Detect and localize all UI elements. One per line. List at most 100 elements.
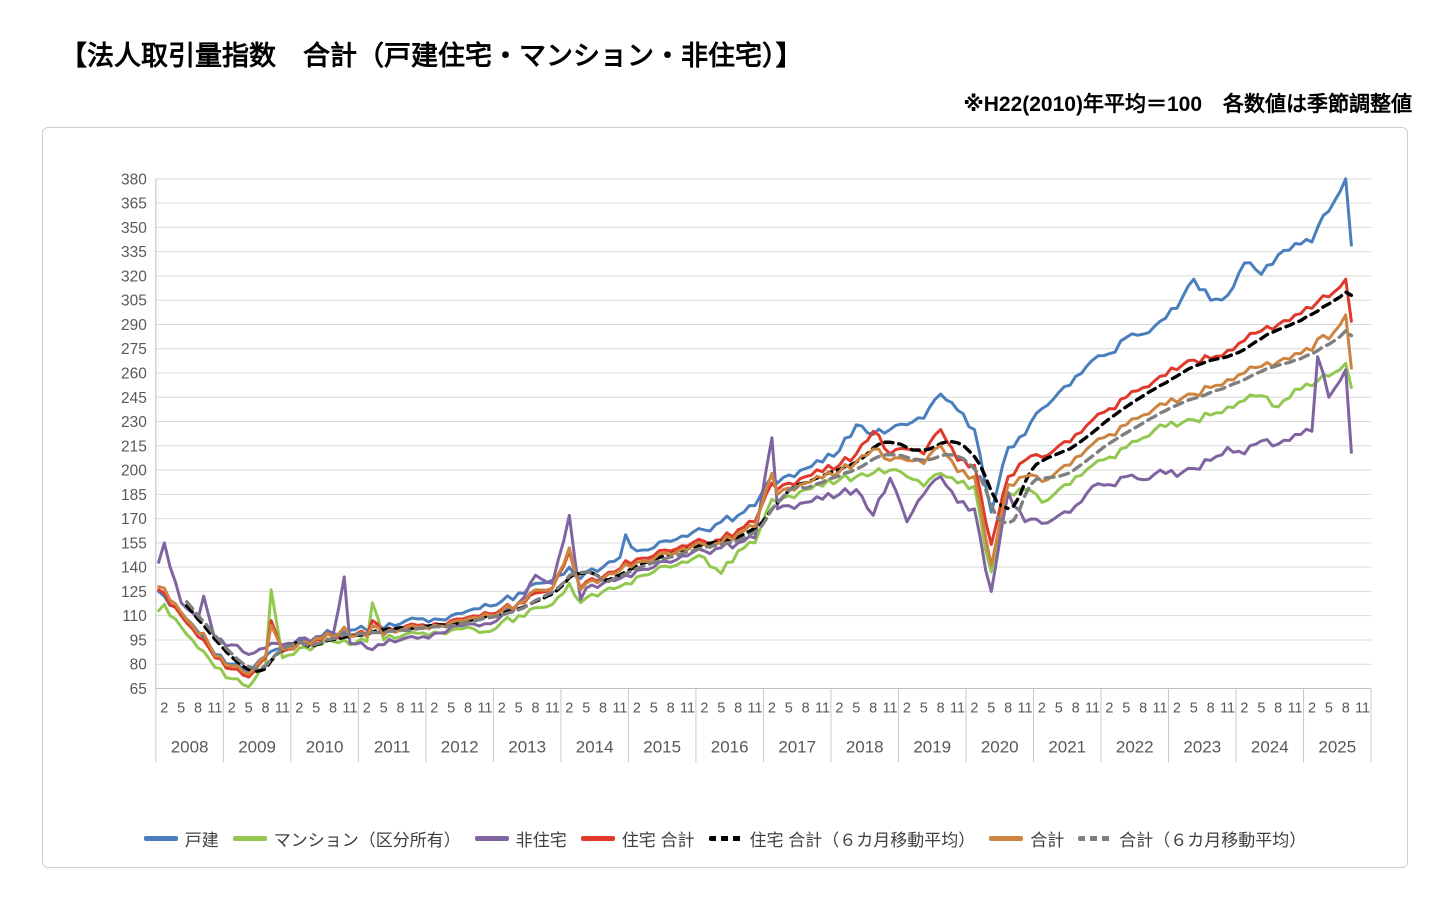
series-line-7 <box>185 329 1354 671</box>
x-axis-month-label: 8 <box>937 700 945 716</box>
chart-legend: 戸建 マンション（区分所有） 非住宅 住宅 合計 住宅 合計（６カ月移動平均） 合計 合計（… <box>43 826 1407 851</box>
legend-label: 合計 <box>1030 831 1065 850</box>
x-axis-year-label: 2019 <box>913 737 951 756</box>
x-axis-month-label: 5 <box>1122 700 1130 716</box>
x-axis-month-label: 2 <box>430 700 438 716</box>
x-axis-month-label: 11 <box>950 700 965 716</box>
x-axis-month-label: 11 <box>815 700 830 716</box>
x-axis-month-label: 2 <box>160 700 168 716</box>
x-axis-month-label: 5 <box>717 700 725 716</box>
x-axis-month-label: 8 <box>1207 700 1215 716</box>
x-axis-month-label: 8 <box>194 700 202 716</box>
x-axis-month-label: 5 <box>582 700 590 716</box>
x-axis-month-label: 2 <box>1105 700 1113 716</box>
y-axis-tick-label: 320 <box>121 268 147 285</box>
legend-label: 住宅 合計（６カ月移動平均） <box>749 831 976 850</box>
page-title: 【法人取引量指数 合計（戸建住宅・マンション・非住宅）】 <box>60 41 803 71</box>
x-axis-month-label: 2 <box>1038 700 1046 716</box>
y-axis-tick-label: 155 <box>121 535 147 552</box>
legend-label: 合計（６カ月移動平均） <box>1119 831 1307 850</box>
x-axis-month-label: 5 <box>987 700 995 716</box>
x-axis-month-label: 2 <box>363 700 371 716</box>
y-axis-tick-label: 335 <box>121 244 147 261</box>
index-base-note: ※H22(2010)年平均＝100 各数値は季節調整値 <box>963 93 1412 116</box>
x-axis-month-label: 2 <box>1240 700 1248 716</box>
x-axis-month-label: 11 <box>612 700 627 716</box>
x-axis-month-label: 5 <box>852 700 860 716</box>
x-axis-month-label: 8 <box>667 700 675 716</box>
chart-card: 65 80 95 110 125 140 155 170 185 200 215 230 245 260 2… <box>42 127 1408 868</box>
y-axis-tick-label: 275 <box>121 341 147 358</box>
legend-swatch-icon <box>143 836 178 841</box>
legend-label: 非住宅 <box>515 831 567 850</box>
y-axis-tick-label: 200 <box>121 463 147 480</box>
x-axis-month-label: 11 <box>1085 700 1100 716</box>
x-axis-month-label: 8 <box>1274 700 1282 716</box>
x-axis-year-label: 2020 <box>981 737 1019 756</box>
y-axis-tick-label: 140 <box>121 560 147 577</box>
x-axis-month-label: 8 <box>397 700 405 716</box>
x-axis-month-label: 8 <box>1004 700 1012 716</box>
x-axis-month-label: 11 <box>477 700 492 716</box>
x-axis-year-label: 2024 <box>1251 737 1289 756</box>
line-chart-canvas: 65 80 95 110 125 140 155 170 185 200 215 230 245 260 2… <box>121 171 1372 763</box>
x-axis-year-label: 2016 <box>711 737 749 756</box>
legend-swatch-icon <box>708 836 743 841</box>
y-axis-tick-label: 185 <box>121 487 147 504</box>
y-axis-tick-label: 110 <box>122 608 147 625</box>
x-axis-year-label: 2017 <box>778 737 816 756</box>
y-axis-tick-label: 260 <box>121 365 147 382</box>
x-axis-year-label: 2014 <box>576 737 614 756</box>
x-axis-month-label: 2 <box>228 700 236 716</box>
legend-label: 住宅 合計 <box>621 831 695 850</box>
x-axis-month-label: 11 <box>1355 700 1370 716</box>
y-axis-tick-label: 245 <box>121 390 147 407</box>
series-line-2 <box>157 361 1353 689</box>
x-axis-month-label: 8 <box>329 700 337 716</box>
legend-swatch-icon <box>232 836 267 841</box>
series-line-3 <box>157 355 1353 656</box>
x-axis-month-label: 5 <box>245 700 253 716</box>
x-axis-month-label: 11 <box>1153 700 1168 716</box>
x-axis-year-label: 2021 <box>1048 737 1086 756</box>
y-axis-tick-label: 215 <box>121 438 147 455</box>
y-axis-tick-label: 230 <box>121 414 147 431</box>
x-axis-month-label: 2 <box>565 700 573 716</box>
x-axis-month-label: 11 <box>342 700 357 716</box>
x-axis-month-label: 5 <box>1055 700 1063 716</box>
x-axis-year-label: 2022 <box>1116 737 1154 756</box>
x-axis-month-label: 11 <box>1018 700 1033 716</box>
y-axis-tick-label: 170 <box>121 511 147 528</box>
x-axis-month-label: 2 <box>1173 700 1181 716</box>
legend-item: 住宅 合計 <box>580 826 695 851</box>
legend-item: 住宅 合計（６カ月移動平均） <box>708 826 976 851</box>
x-axis-month-label: 5 <box>1325 700 1333 716</box>
x-axis-month-label: 2 <box>903 700 911 716</box>
x-axis-month-label: 8 <box>1342 700 1350 716</box>
legend-swatch-icon <box>474 836 509 841</box>
x-axis-month-label: 8 <box>869 700 877 716</box>
x-axis-month-label: 11 <box>410 700 425 716</box>
x-axis-month-label: 5 <box>515 700 523 716</box>
x-axis-year-label: 2018 <box>846 737 884 756</box>
legend-swatch-icon <box>989 836 1024 841</box>
x-axis-month-label: 8 <box>1139 700 1147 716</box>
x-axis-month-label: 5 <box>177 700 185 716</box>
y-axis-tick-label: 290 <box>121 317 147 334</box>
x-axis-month-label: 5 <box>1190 700 1198 716</box>
x-axis-month-label: 2 <box>835 700 843 716</box>
x-axis-year-label: 2010 <box>306 737 344 756</box>
x-axis-month-label: 11 <box>1220 700 1235 716</box>
x-axis-month-label: 5 <box>447 700 455 716</box>
x-axis-month-label: 5 <box>380 700 388 716</box>
x-axis-month-label: 2 <box>295 700 303 716</box>
legend-item: 戸建 <box>143 826 219 851</box>
legend-item: 合計（６カ月移動平均） <box>1078 826 1306 851</box>
x-axis-year-label: 2008 <box>171 737 209 756</box>
x-axis-month-label: 8 <box>262 700 270 716</box>
y-axis-tick-label: 65 <box>130 681 147 698</box>
x-axis-year-label: 2025 <box>1318 737 1356 756</box>
x-axis-month-label: 8 <box>532 700 540 716</box>
x-axis-year-label: 2011 <box>374 737 410 756</box>
y-axis-tick-label: 365 <box>121 196 147 213</box>
